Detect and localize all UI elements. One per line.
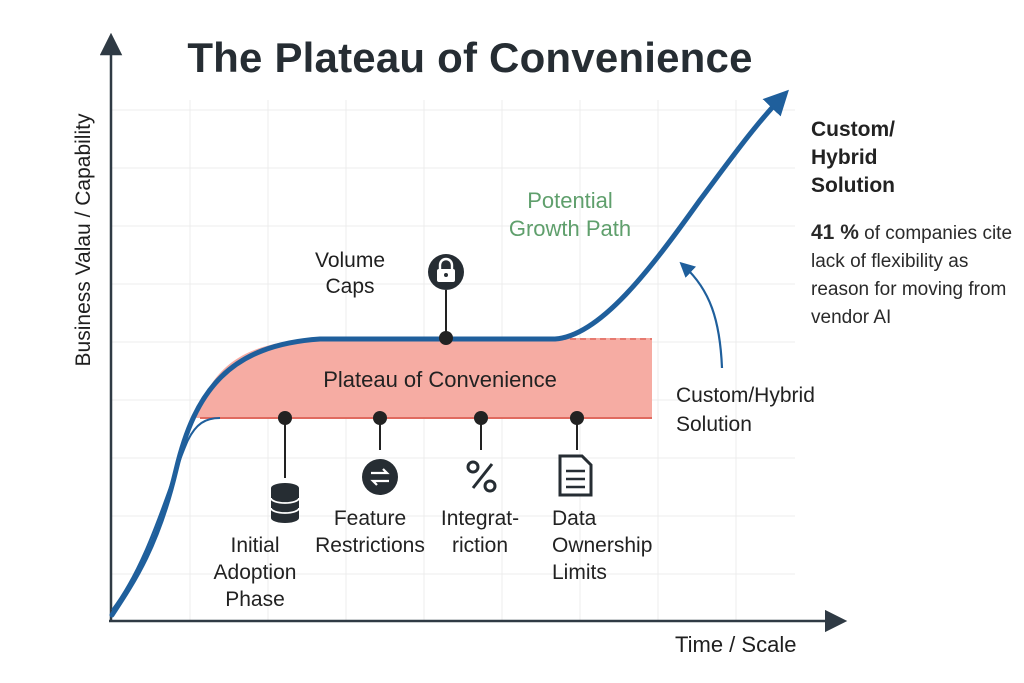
page-title: The Plateau of Convenience [187, 34, 753, 81]
plateau-band [196, 338, 652, 418]
lock-icon [428, 254, 464, 290]
statistic-note: 41 % of companies cite lack of flexibili… [811, 219, 1021, 332]
database-icon [270, 483, 300, 523]
limitation-marker-3 [474, 411, 488, 450]
growth-path-label: Potential Growth Path [508, 188, 632, 241]
statistic-text: of companies cite lack of flexibility as… [811, 223, 1013, 328]
x-axis-label: Time / Scale [675, 632, 797, 657]
limitation-marker-4 [570, 411, 584, 450]
plateau-label: Plateau of Convenience [323, 367, 557, 392]
volume-cap-point [439, 331, 453, 345]
limitation-marker-1 [278, 411, 292, 478]
limitation-label-feature-restrictions: Feature Restrictions [315, 507, 425, 557]
custom-hybrid-title: Custom/ Hybrid Solution [811, 118, 895, 197]
limitation-label-initial-adoption: Initial Adoption Phase [213, 534, 297, 611]
growth-curve [109, 89, 789, 618]
limitation-marker-2 [373, 411, 387, 450]
limitation-label-integration: Integrat- riction [440, 507, 520, 557]
swap-icon [362, 459, 398, 495]
custom-hybrid-label: Custom/Hybrid Solution [676, 384, 815, 436]
limitation-label-data-ownership: Data Ownership Limits [552, 507, 653, 584]
document-icon [558, 454, 593, 497]
scissors-icon [466, 460, 497, 493]
custom-solution-pointer [679, 261, 724, 369]
volume-caps-label: Volume Caps [314, 249, 386, 298]
statistic-value: 41 % [811, 221, 859, 244]
